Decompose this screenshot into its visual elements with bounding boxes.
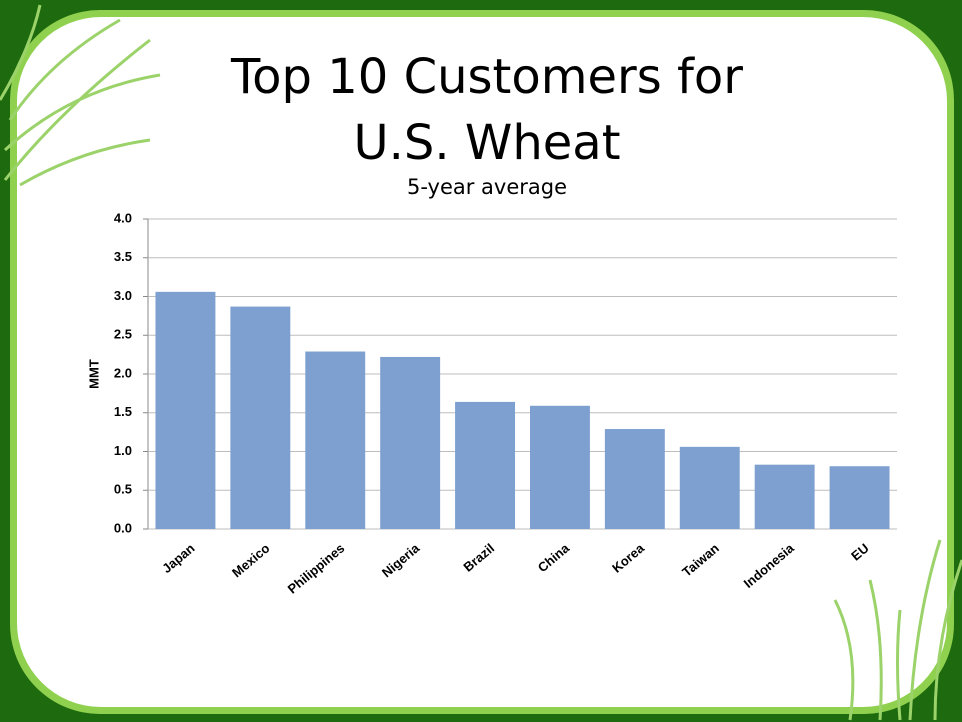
y-tick-label: 2.5 — [114, 327, 132, 342]
y-tick-label: 3.5 — [114, 249, 132, 264]
bar — [679, 446, 740, 529]
bar — [230, 306, 291, 529]
bar — [529, 405, 590, 529]
y-tick-label: 4.0 — [114, 210, 132, 225]
bar — [455, 401, 516, 529]
bar — [829, 466, 890, 529]
bar — [754, 464, 815, 529]
y-tick-label: 0.5 — [114, 482, 132, 497]
bar — [604, 429, 665, 529]
chart-subtitle: 5-year average — [406, 175, 568, 199]
bar — [305, 351, 366, 529]
y-axis-label: MMT — [86, 359, 101, 389]
panel — [17, 17, 947, 707]
y-tick-label: 3.0 — [114, 288, 132, 303]
y-tick-label: 2.0 — [114, 365, 132, 380]
bar — [380, 356, 441, 529]
chart-title: Top 10 Customers for U.S. Wheat — [230, 49, 743, 171]
wheat-bottom-right — [833, 539, 962, 721]
y-tick-label: 0.0 — [114, 520, 132, 535]
wheat-top-left — [0, 4, 161, 187]
y-tick-label: 1.5 — [114, 404, 132, 419]
bar — [155, 291, 216, 529]
y-tick-label: 1.0 — [114, 443, 132, 458]
